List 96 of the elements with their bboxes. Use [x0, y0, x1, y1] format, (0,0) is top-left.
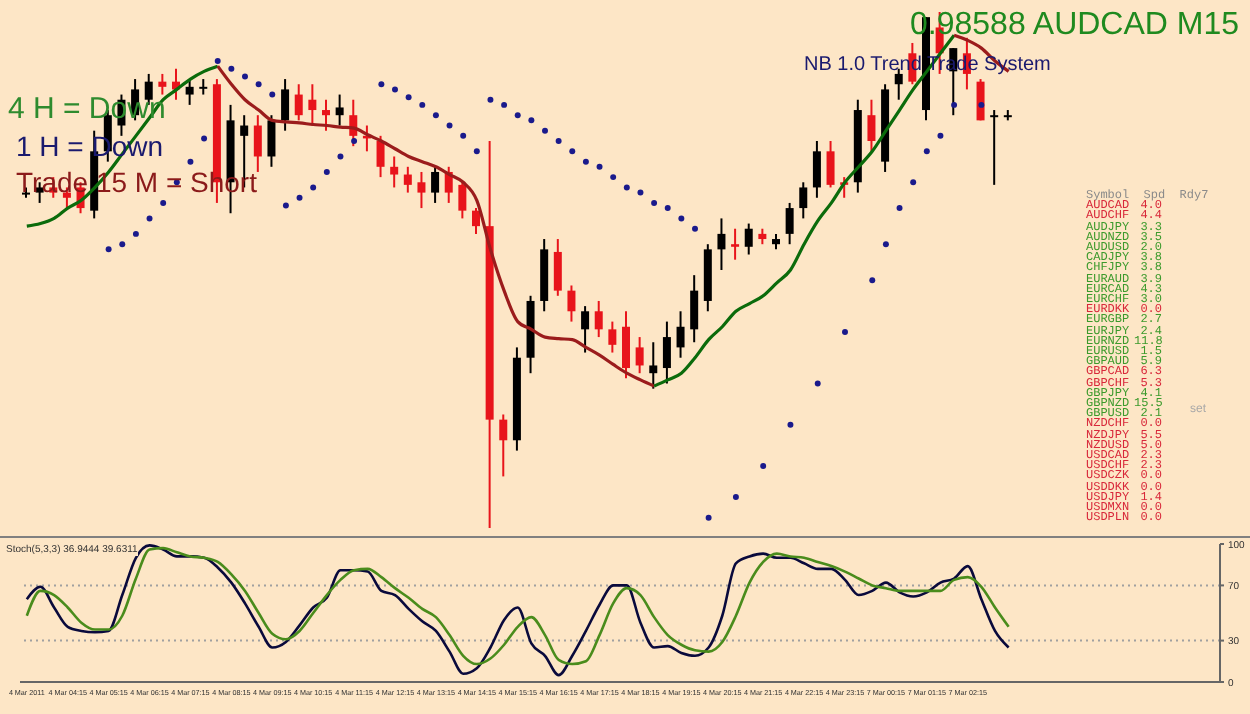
point — [678, 215, 685, 222]
point — [664, 205, 671, 212]
point — [105, 246, 112, 253]
point — [351, 138, 358, 144]
point — [269, 91, 276, 98]
candlestick — [581, 305, 590, 354]
candlestick — [799, 181, 808, 220]
point — [310, 184, 317, 191]
candlestick — [499, 413, 508, 478]
point — [446, 122, 453, 129]
candlestick — [376, 134, 385, 179]
candlestick — [731, 227, 740, 261]
point — [692, 225, 698, 232]
candlestick — [431, 165, 440, 204]
candlestick — [390, 155, 399, 189]
candlestick — [990, 109, 999, 186]
point — [146, 215, 153, 222]
candlestick — [199, 78, 208, 96]
candlestick — [867, 98, 876, 153]
point — [937, 132, 944, 139]
candlestick — [458, 181, 467, 220]
candlestick — [649, 341, 658, 390]
point — [596, 163, 603, 170]
point — [814, 380, 821, 387]
point — [214, 58, 221, 64]
candlestick — [294, 83, 303, 122]
point — [923, 148, 930, 155]
point — [623, 184, 630, 191]
candlestick — [322, 98, 330, 132]
candlestick — [281, 78, 290, 132]
point — [760, 463, 767, 470]
point — [514, 112, 521, 119]
point — [432, 112, 439, 119]
point — [787, 421, 794, 428]
candlestick — [335, 93, 344, 127]
candlestick — [185, 78, 194, 106]
point — [842, 328, 848, 335]
point — [392, 86, 398, 93]
point — [896, 205, 903, 212]
point — [610, 174, 617, 181]
candlestick — [812, 140, 821, 199]
point — [869, 277, 876, 284]
point — [501, 101, 508, 108]
point — [201, 135, 208, 142]
point — [242, 73, 248, 80]
candlestick — [267, 114, 276, 168]
candlestick — [472, 207, 480, 235]
point — [460, 132, 467, 139]
point — [582, 158, 589, 165]
candlestick — [608, 320, 617, 354]
point — [337, 153, 344, 160]
point — [119, 241, 126, 248]
point — [378, 81, 385, 88]
candlestick — [826, 140, 835, 189]
candlestick — [417, 170, 426, 210]
point — [637, 189, 644, 196]
point — [569, 148, 576, 155]
point — [542, 127, 548, 134]
point — [882, 241, 889, 248]
point — [296, 194, 303, 201]
candlestick — [717, 217, 726, 271]
point — [473, 148, 480, 155]
candlestick — [622, 310, 630, 380]
point — [910, 179, 917, 186]
candlestick — [158, 72, 167, 96]
candlestick — [308, 83, 317, 127]
point — [323, 168, 330, 175]
point — [555, 138, 562, 144]
point — [132, 230, 139, 237]
point — [951, 101, 958, 108]
candlestick — [403, 165, 412, 194]
point — [282, 202, 289, 209]
candlestick — [594, 299, 603, 339]
candlestick — [567, 284, 576, 323]
point — [528, 117, 535, 124]
candlestick — [253, 114, 262, 173]
point — [651, 199, 658, 206]
point — [405, 94, 412, 101]
candlestick — [976, 78, 985, 122]
point — [487, 96, 494, 103]
point — [732, 494, 739, 501]
point — [187, 158, 194, 165]
point — [255, 81, 262, 88]
point — [705, 514, 712, 521]
candlestick — [662, 320, 671, 385]
candlestick — [553, 238, 562, 297]
candlestick — [894, 67, 903, 101]
point — [978, 101, 985, 108]
candlestick — [744, 222, 753, 256]
candlestick — [676, 310, 685, 359]
point — [160, 199, 167, 206]
point — [419, 101, 426, 108]
candlestick — [635, 336, 644, 375]
candlestick — [785, 201, 794, 246]
candlestick — [690, 274, 699, 344]
point — [228, 65, 235, 72]
